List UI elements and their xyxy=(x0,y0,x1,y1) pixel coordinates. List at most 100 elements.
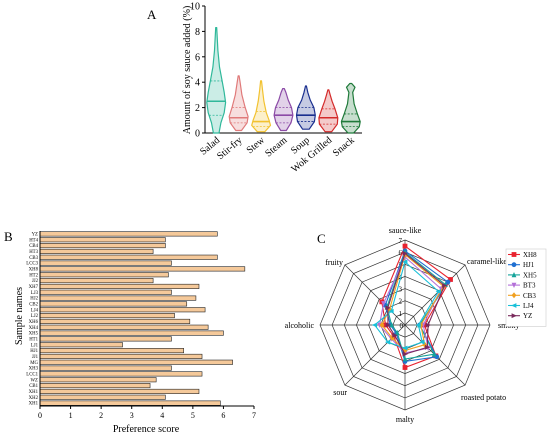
violin-snack xyxy=(340,82,361,134)
bar xyxy=(39,237,166,243)
legend-marker xyxy=(511,272,517,278)
y-tick-label: HT3 xyxy=(29,250,38,255)
y-tick-label: LJ1 xyxy=(31,343,39,348)
bar xyxy=(39,283,200,289)
series-point xyxy=(402,250,408,256)
legend-marker xyxy=(511,262,517,268)
bar xyxy=(39,260,172,266)
x-tick-label: 6 xyxy=(221,411,225,420)
violin-salad xyxy=(206,27,227,134)
bar xyxy=(39,371,203,377)
bar xyxy=(39,313,175,319)
bar xyxy=(39,377,157,383)
y-tick-label: LJ3 xyxy=(31,291,39,296)
legend: XH8 HJ1 XH5 BT3 CB3 LJ4 YZ xyxy=(505,248,547,327)
series-point xyxy=(419,339,425,345)
legend-label: XH8 xyxy=(523,251,537,259)
series-point xyxy=(371,322,378,328)
legend-marker xyxy=(511,292,517,299)
radial-tick-label: 6 xyxy=(399,249,403,257)
y-tick-label: JJ2 xyxy=(32,279,39,284)
y-tick-label: HT2 xyxy=(29,273,38,278)
bar xyxy=(39,324,209,330)
series-point xyxy=(381,301,386,307)
bar xyxy=(39,353,203,359)
legend-label: LJ4 xyxy=(523,302,534,310)
axis-label-sour: sour xyxy=(333,388,347,397)
legend-label: BT3 xyxy=(523,282,536,290)
bars: YZHT4CB4HT3CB3LCC3XH8HT2JJ2XH7LJ3HJ2CB2L… xyxy=(26,231,246,407)
y-tick-label: YZ xyxy=(32,233,38,238)
y-tick-label: 8 xyxy=(195,27,200,38)
radial-tick-label: 7 xyxy=(399,237,403,245)
y-tick-label: LCC3 xyxy=(26,262,38,267)
bar xyxy=(39,336,172,342)
series-point xyxy=(385,305,391,311)
violin-stew xyxy=(251,80,272,133)
bar xyxy=(39,383,151,389)
bar xyxy=(39,243,166,249)
y-axis-title: Amount of soy sauce added (%) xyxy=(182,6,193,135)
bar xyxy=(39,231,218,237)
y-tick-label: LJ2 xyxy=(31,314,39,319)
series-point xyxy=(389,322,395,328)
bar xyxy=(39,388,200,394)
y-tick-label: 0 xyxy=(195,129,200,140)
axes: 0 1 2 3 4 5 6 7 xyxy=(38,231,256,420)
bar xyxy=(39,301,188,307)
y-tick-label: WZ xyxy=(31,378,39,383)
y-tick-label: 6 xyxy=(195,52,200,63)
axis-label-alcoholic: alcoholic xyxy=(285,321,315,330)
y-tick-label: XH5 xyxy=(29,332,39,337)
y-tick-label: 10 xyxy=(190,2,200,13)
violin-stir-fry xyxy=(228,75,249,132)
x-tick-label: Steam xyxy=(263,135,289,160)
series-point xyxy=(383,322,388,328)
radial-tick-label: 1 xyxy=(399,310,403,318)
violins xyxy=(206,27,361,134)
series-point xyxy=(431,351,437,357)
bar xyxy=(39,307,206,313)
series-point xyxy=(424,344,431,350)
y-ticks: 0 2 4 6 8 10 xyxy=(190,2,205,140)
y-tick-label: HJ1 xyxy=(30,349,38,354)
axis-label-malty: malty xyxy=(396,415,414,424)
series-point xyxy=(445,279,451,285)
legend-marker xyxy=(511,282,517,288)
y-tick-label: 4 xyxy=(195,78,200,89)
x-tick-label: 1 xyxy=(69,411,73,420)
x-tick-label: 2 xyxy=(99,411,103,420)
y-tick-label: HT4 xyxy=(29,238,38,243)
series-point xyxy=(402,351,408,357)
axis-label-caramel-like: caramel-like xyxy=(467,257,507,266)
x-tick-label: 3 xyxy=(130,411,134,420)
bar xyxy=(39,359,233,365)
y-tick-label: HJ2 xyxy=(30,297,38,302)
x-tick-label: Stir-fry xyxy=(215,135,244,162)
series-point xyxy=(402,347,408,354)
x-axis-title: Preference score xyxy=(113,424,180,435)
series-point xyxy=(415,322,421,328)
series-point xyxy=(402,259,408,265)
series-point xyxy=(379,322,385,328)
radial-tick-label: 2 xyxy=(399,298,403,306)
legend-marker xyxy=(511,303,517,308)
violin-chart: A Amount of soy sauce added (%) 0246810 … xyxy=(147,2,362,175)
legend-label: YZ xyxy=(523,312,532,320)
y-tick-label: XH8 xyxy=(29,268,39,273)
x-tick-label: 5 xyxy=(191,411,195,420)
legend-marker xyxy=(511,252,517,257)
bar xyxy=(39,330,224,336)
y-tick-label: CB3 xyxy=(29,256,38,261)
y-tick-label: MG xyxy=(30,361,38,366)
bar xyxy=(39,289,172,295)
y-tick-label: LJ4 xyxy=(31,308,39,313)
radar-spoke xyxy=(344,264,406,326)
bar xyxy=(39,400,221,406)
radar-spoke xyxy=(404,264,466,326)
y-tick-label: XH7 xyxy=(29,285,39,290)
violin-steam xyxy=(273,88,294,132)
series-point xyxy=(394,329,400,336)
legend-label: HJ1 xyxy=(523,261,535,269)
